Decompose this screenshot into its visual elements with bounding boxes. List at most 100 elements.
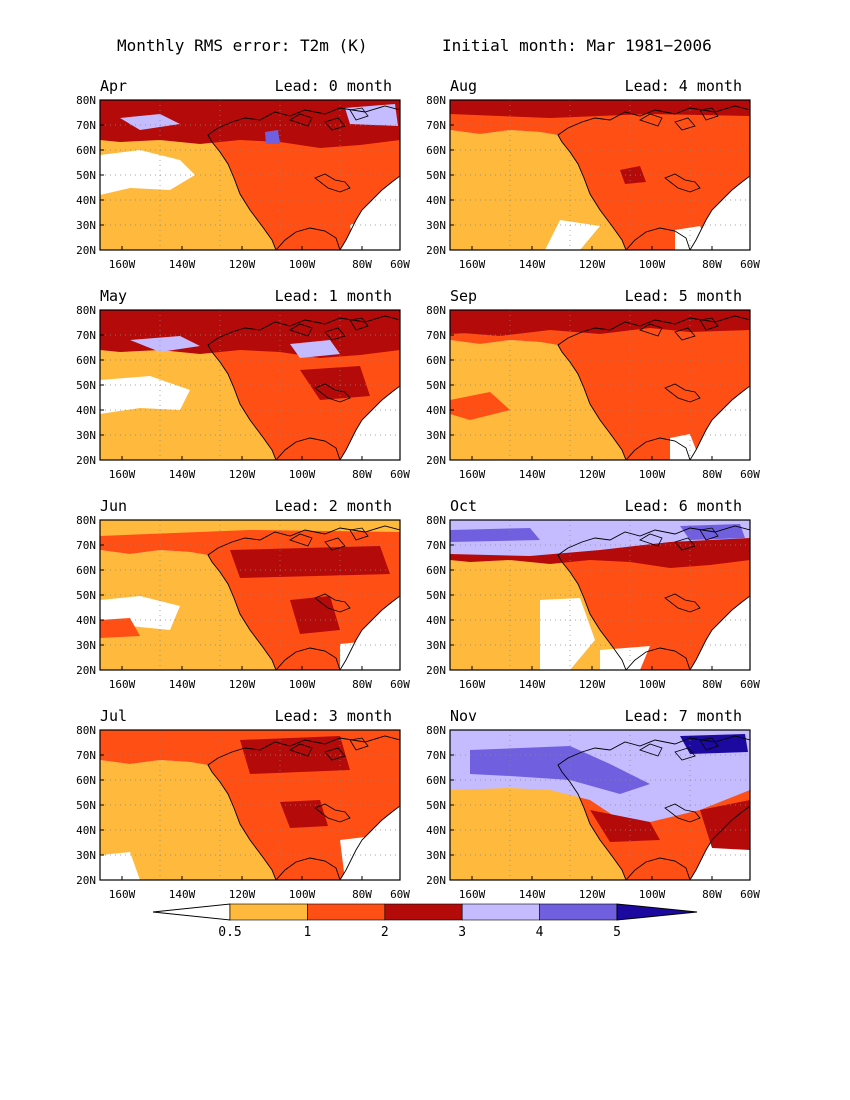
- lat-tick-label: 70N: [426, 329, 446, 342]
- lat-tick-label: 60N: [76, 564, 96, 577]
- lon-tick-label: 160W: [109, 678, 136, 691]
- panel-month-label: Apr: [100, 77, 127, 95]
- panel-month-label: Jun: [100, 497, 127, 515]
- contour-region: [450, 310, 750, 336]
- contour-region: [600, 646, 650, 670]
- lat-tick-label: 80N: [76, 304, 96, 317]
- lat-tick-label: 20N: [426, 454, 446, 467]
- lon-tick-label: 120W: [229, 468, 256, 481]
- map-field: [100, 310, 400, 460]
- lat-tick-label: 50N: [426, 589, 446, 602]
- lat-tick-label: 30N: [76, 429, 96, 442]
- lat-tick-label: 70N: [426, 749, 446, 762]
- lon-tick-label: 160W: [459, 678, 486, 691]
- lon-tick-label: 120W: [579, 888, 606, 901]
- contour-region: [450, 100, 750, 118]
- lakes-outline: [664, 593, 701, 613]
- lat-tick-label: 30N: [426, 429, 446, 442]
- colorbar-legend: 0.5 1 2 3 4 5: [152, 903, 698, 940]
- contour-region: [265, 130, 280, 144]
- colorbar-high-triangle: [616, 903, 698, 921]
- map-field: [450, 730, 750, 880]
- map-panel: Nov Lead: 7 month 80N 70N 60N 50N 40N 30N 20N 160…: [426, 707, 760, 901]
- map-field: [450, 520, 750, 670]
- contour-region: [450, 760, 626, 880]
- lat-tick-label: 20N: [426, 244, 446, 257]
- colorbar-box: [461, 903, 540, 921]
- lon-tick-label: 160W: [459, 888, 486, 901]
- lat-tick-label: 60N: [76, 774, 96, 787]
- lon-tick-label: 100W: [639, 258, 666, 271]
- lon-tick-label: 160W: [459, 468, 486, 481]
- lat-tick-label: 40N: [76, 824, 96, 837]
- map-field: [100, 100, 400, 250]
- coastline: [557, 105, 750, 250]
- lat-tick-label: 40N: [426, 404, 446, 417]
- lat-tick-label: 40N: [76, 404, 96, 417]
- lon-tick-label: 120W: [579, 468, 606, 481]
- colorbar-box: [539, 903, 618, 921]
- lon-tick-label: 100W: [289, 258, 316, 271]
- panel-lead-label: Lead: 4 month: [625, 77, 742, 95]
- lat-tick-label: 50N: [76, 379, 96, 392]
- lon-tick-label: 60W: [390, 678, 410, 691]
- contour-region: [100, 100, 400, 148]
- lon-tick-label: 80W: [352, 678, 372, 691]
- lat-tick-label: 40N: [76, 614, 96, 627]
- lat-tick-label: 80N: [426, 514, 446, 527]
- contour-region: [100, 150, 195, 195]
- contour-region: [340, 834, 400, 880]
- map-panel: Apr Lead: 0 month 80N 70N 60N 50N 40N 30N 20N 160…: [76, 77, 410, 271]
- colorbar-label: 1: [303, 925, 311, 940]
- panel-month-label: Oct: [450, 497, 477, 515]
- lat-tick-label: 60N: [76, 354, 96, 367]
- lon-tick-label: 140W: [169, 888, 196, 901]
- lakes-outline: [664, 803, 701, 823]
- lat-tick-label: 70N: [426, 119, 446, 132]
- lat-tick-label: 70N: [76, 749, 96, 762]
- lon-tick-label: 60W: [740, 678, 760, 691]
- lon-tick-label: 120W: [229, 678, 256, 691]
- colorbar-label: 0.5: [218, 925, 241, 940]
- lon-tick-label: 140W: [169, 468, 196, 481]
- contour-region: [345, 104, 398, 126]
- figure-title-left: Monthly RMS error: T2m (K): [117, 36, 367, 55]
- map-field: [100, 730, 400, 880]
- panel-lead-label: Lead: 2 month: [275, 497, 392, 515]
- contour-region: [340, 640, 400, 670]
- lat-tick-label: 60N: [426, 564, 446, 577]
- lat-tick-label: 20N: [426, 874, 446, 887]
- panel-month-label: Aug: [450, 77, 477, 95]
- contour-region: [675, 226, 712, 250]
- lat-tick-label: 50N: [76, 799, 96, 812]
- lon-tick-label: 60W: [390, 468, 410, 481]
- lon-tick-label: 140W: [519, 888, 546, 901]
- colorbar-box: [229, 903, 308, 921]
- lon-tick-label: 100W: [639, 678, 666, 691]
- lon-tick-label: 160W: [459, 258, 486, 271]
- lon-tick-label: 80W: [352, 258, 372, 271]
- lon-tick-label: 60W: [740, 468, 760, 481]
- lat-tick-label: 20N: [426, 664, 446, 677]
- lat-tick-label: 60N: [76, 144, 96, 157]
- map-panel: Jun Lead: 2 month 80N 70N 60N 50N 40N 30N 20N 160…: [76, 497, 410, 691]
- map-panel: May Lead: 1 month 80N 70N 60N 50N 40N 30N 20N 160…: [76, 287, 410, 481]
- lat-tick-label: 30N: [426, 639, 446, 652]
- lat-tick-label: 30N: [426, 849, 446, 862]
- contour-region: [620, 166, 646, 184]
- lon-tick-label: 60W: [390, 888, 410, 901]
- lat-tick-label: 20N: [76, 454, 96, 467]
- lon-tick-label: 100W: [639, 468, 666, 481]
- colorbar-label: 4: [536, 925, 544, 940]
- contour-region: [100, 760, 276, 880]
- coastline: [557, 735, 750, 880]
- lat-tick-label: 20N: [76, 664, 96, 677]
- lat-tick-label: 80N: [426, 94, 446, 107]
- contour-region: [100, 550, 276, 670]
- lat-tick-label: 70N: [426, 539, 446, 552]
- map-panel: Jul Lead: 3 month 80N 70N 60N 50N 40N 30N 20N 160…: [76, 707, 410, 901]
- contour-region: [100, 376, 190, 414]
- lon-tick-label: 140W: [519, 678, 546, 691]
- lon-tick-label: 160W: [109, 468, 136, 481]
- contour-region: [450, 392, 510, 420]
